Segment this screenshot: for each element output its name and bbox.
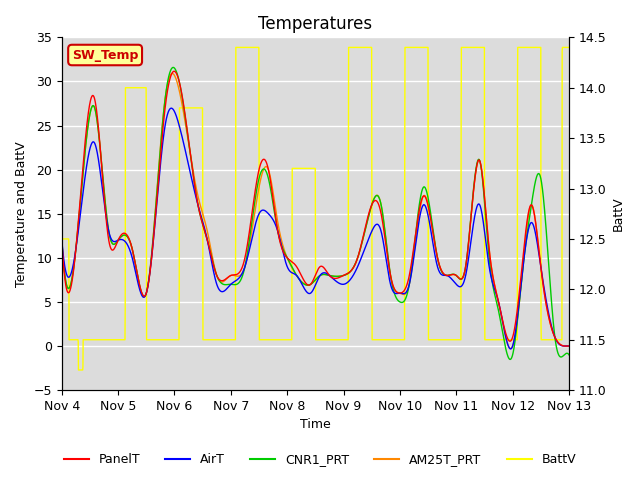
Y-axis label: Temperature and BattV: Temperature and BattV: [15, 141, 28, 287]
Legend: PanelT, AirT, CNR1_PRT, AM25T_PRT, BattV: PanelT, AirT, CNR1_PRT, AM25T_PRT, BattV: [59, 448, 581, 471]
X-axis label: Time: Time: [300, 419, 331, 432]
Text: SW_Temp: SW_Temp: [72, 48, 138, 61]
Y-axis label: BattV: BattV: [612, 196, 625, 231]
Title: Temperatures: Temperatures: [259, 15, 372, 33]
